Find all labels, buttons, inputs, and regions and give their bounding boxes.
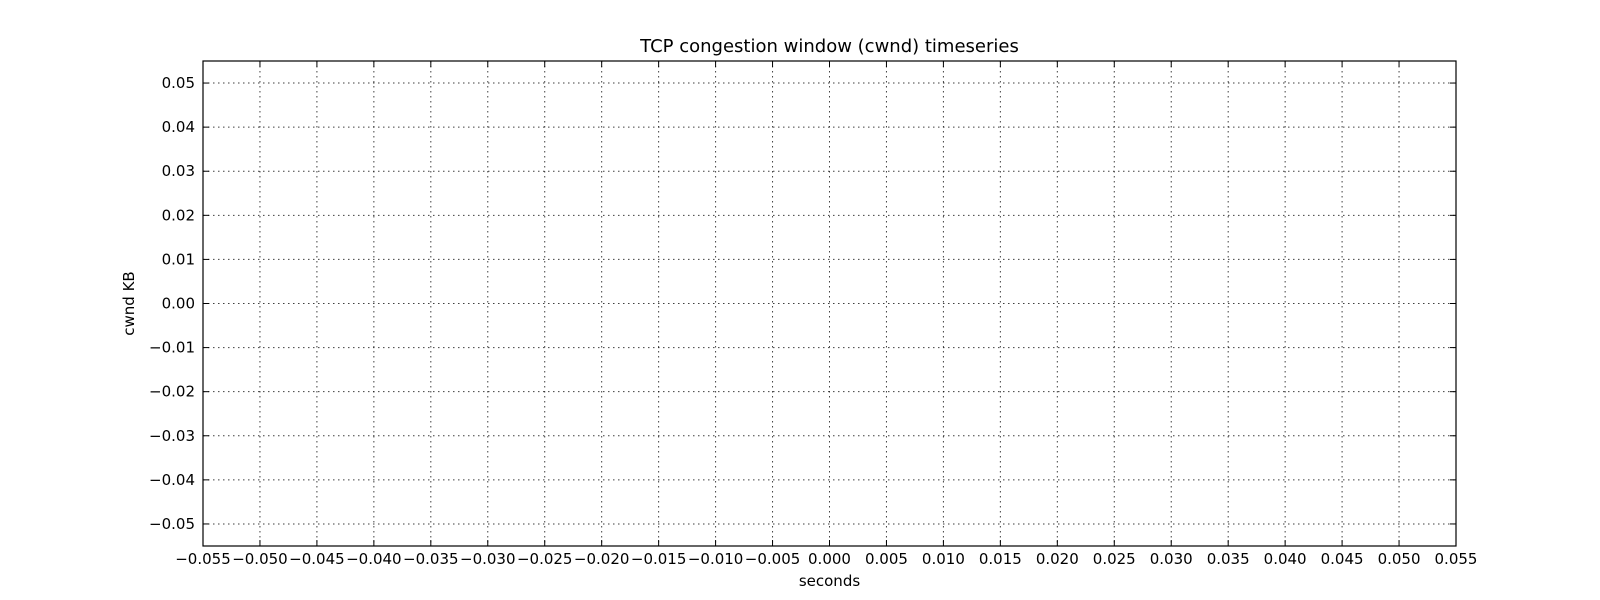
- grid-layer: [202, 61, 1457, 546]
- x-tick-label: −0.015: [631, 550, 687, 568]
- y-tick-label: 0.01: [162, 250, 195, 268]
- x-tick-label: 0.030: [1150, 550, 1193, 568]
- x-tick-label: −0.025: [517, 550, 573, 568]
- y-tick-label: −0.04: [149, 471, 195, 489]
- x-tick-label: −0.035: [403, 550, 459, 568]
- y-tick-label: 0.00: [162, 295, 195, 313]
- x-tick-label: 0.005: [865, 550, 908, 568]
- x-tick-label: 0.010: [922, 550, 965, 568]
- x-tick-label: 0.055: [1435, 550, 1478, 568]
- x-tick-label: −0.050: [232, 550, 288, 568]
- y-tick-label: 0.03: [162, 162, 195, 180]
- x-tick-label: 0.000: [808, 550, 851, 568]
- x-axis-label: seconds: [799, 572, 860, 590]
- x-tick-label: 0.025: [1093, 550, 1136, 568]
- x-tick-labels: −0.055 −0.050 −0.045 −0.040 −0.035 −0.030 −0.0…: [175, 550, 1477, 568]
- x-tick-label: 0.040: [1264, 550, 1307, 568]
- x-tick-label: 0.015: [979, 550, 1022, 568]
- x-tick-label: 0.035: [1207, 550, 1250, 568]
- x-tick-label: 0.045: [1321, 550, 1364, 568]
- y-tick-label: −0.05: [149, 515, 195, 533]
- y-tick-label: −0.02: [149, 383, 195, 401]
- y-tick-label: −0.03: [149, 427, 195, 445]
- y-tick-labels: 0.05 0.04 0.03 0.02 0.01 0.00 −0.01 −0.02 −0.03 −…: [149, 74, 195, 533]
- y-tick-label: 0.02: [162, 206, 195, 224]
- y-axis-label: cwnd KB: [120, 271, 138, 335]
- plot-frame: [202, 60, 1457, 547]
- x-tick-label: −0.030: [460, 550, 516, 568]
- x-tick-label: −0.040: [346, 550, 402, 568]
- y-tick-label: 0.05: [162, 74, 195, 92]
- x-tick-label: −0.005: [745, 550, 801, 568]
- x-tick-label: −0.055: [175, 550, 231, 568]
- x-tick-label: −0.045: [289, 550, 345, 568]
- x-tick-label: 0.020: [1036, 550, 1079, 568]
- x-tick-label: 0.050: [1378, 550, 1421, 568]
- chart-title: TCP congestion window (cwnd) timeseries: [639, 36, 1019, 57]
- y-tick-label: −0.01: [149, 339, 195, 357]
- y-tick-label: 0.04: [162, 118, 195, 136]
- x-tick-label: −0.010: [688, 550, 744, 568]
- x-tick-label: −0.020: [574, 550, 630, 568]
